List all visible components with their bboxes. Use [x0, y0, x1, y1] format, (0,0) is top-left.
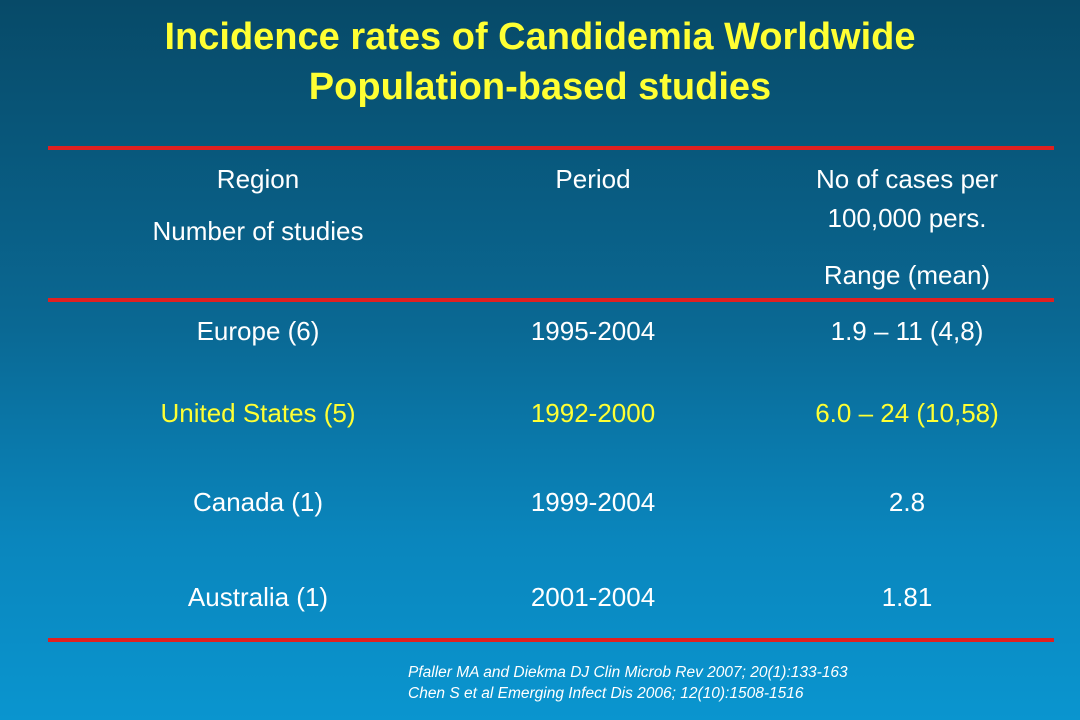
header-bottom-rule: [48, 298, 1054, 302]
header-range: Range (mean): [823, 260, 991, 290]
table-bottom-rule: [48, 638, 1054, 642]
row-canada-cases: 2.8: [888, 487, 926, 517]
row-canada-region: Canada (1): [192, 487, 324, 517]
row-australia-period: 2001-2004: [530, 582, 656, 612]
row-europe-cases: 1.9 – 11 (4,8): [830, 316, 984, 346]
row-australia-region: Australia (1): [187, 582, 329, 612]
header-region: Region: [216, 164, 300, 194]
slide-title: Incidence rates of Candidemia Worldwide …: [0, 12, 1080, 112]
reference-1: Pfaller MA and Diekma DJ Clin Microb Rev…: [408, 664, 848, 681]
row-us-region: United States (5): [160, 398, 356, 428]
header-cases-line2: 100,000 pers.: [827, 203, 987, 233]
table-top-rule: [48, 146, 1054, 150]
header-period: Period: [555, 164, 631, 194]
row-us-period: 1992-2000: [530, 398, 656, 428]
references: Pfaller MA and Diekma DJ Clin Microb Rev…: [408, 662, 848, 704]
header-number-of-studies: Number of studies: [152, 216, 364, 246]
row-canada-period: 1999-2004: [530, 487, 656, 517]
title-line-2: Population-based studies: [308, 66, 772, 108]
row-us-cases: 6.0 – 24 (10,58): [815, 398, 999, 428]
title-line-1: Incidence rates of Candidemia Worldwide: [164, 16, 916, 58]
header-cases-line1: No of cases per: [815, 164, 999, 194]
reference-2: Chen S et al Emerging Infect Dis 2006; 1…: [408, 685, 804, 702]
row-europe-period: 1995-2004: [530, 316, 656, 346]
row-australia-cases: 1.81: [881, 582, 933, 612]
row-europe-region: Europe (6): [196, 316, 320, 346]
